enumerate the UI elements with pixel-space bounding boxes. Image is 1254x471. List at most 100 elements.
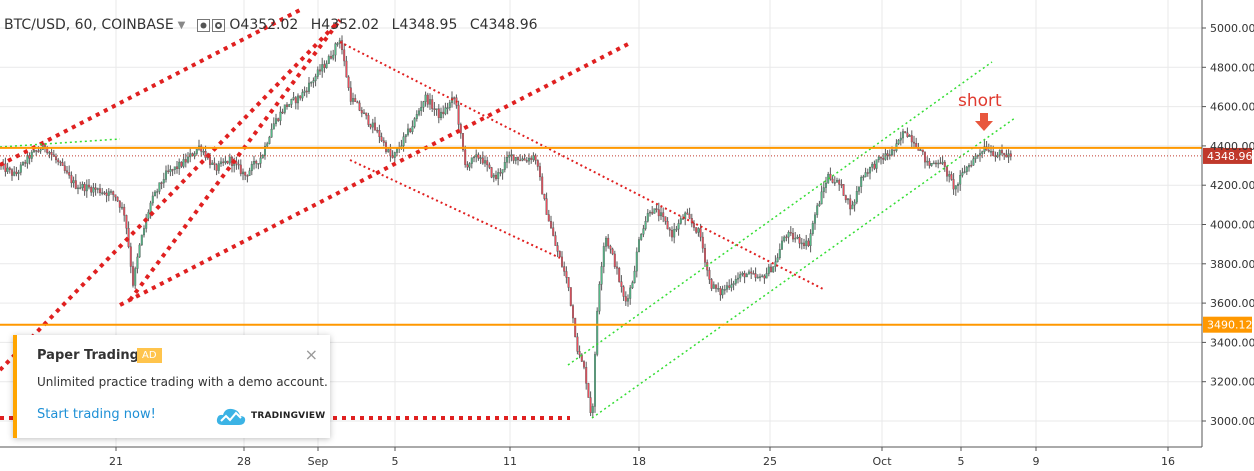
candle: [411, 120, 414, 135]
candle-body: [882, 157, 885, 160]
candle-body: [193, 153, 196, 157]
candle-body: [939, 162, 942, 165]
candle-body: [607, 237, 610, 247]
candle-body: [131, 266, 134, 286]
candle: [822, 181, 825, 199]
candle-body: [624, 296, 627, 302]
candle-body: [217, 163, 220, 171]
brand-text: TRADINGVIEW: [251, 411, 326, 421]
candle: [943, 160, 946, 172]
candle-body: [913, 141, 916, 144]
candle-body: [448, 102, 451, 108]
candle-body: [915, 143, 918, 148]
time-axis[interactable]: 21 28 Sep 5 11 18 25 Oct 5 9 16: [0, 446, 1202, 468]
candle: [153, 190, 156, 197]
candle: [580, 353, 583, 362]
candle-body: [409, 128, 412, 133]
candle-body: [292, 97, 295, 100]
candle: [814, 212, 817, 230]
candle-body: [26, 155, 29, 164]
red-trend-line: [128, 18, 342, 302]
close-icon[interactable]: ×: [304, 345, 318, 364]
candle-body: [708, 269, 711, 280]
candle-body: [72, 180, 75, 184]
candle-body: [83, 184, 86, 192]
candle-body: [800, 242, 803, 245]
candle: [660, 206, 663, 220]
candle: [635, 247, 638, 278]
candle-body: [8, 167, 11, 170]
candle-body: [919, 149, 922, 152]
candle-body: [686, 212, 689, 215]
candle-body: [429, 99, 432, 105]
candle-body: [37, 150, 40, 153]
candle-body: [120, 206, 123, 209]
candle-body: [248, 170, 251, 176]
candle-body: [468, 163, 471, 168]
candle: [74, 174, 77, 190]
candle: [686, 208, 689, 215]
candle-body: [877, 156, 880, 160]
candle: [94, 183, 97, 196]
candle: [664, 216, 667, 225]
price-tick-label: 3400.00: [1210, 336, 1254, 349]
settings-icon[interactable]: [212, 18, 226, 32]
chevron-down-icon[interactable]: ▼: [177, 19, 186, 31]
candle-body: [332, 54, 335, 59]
candle-body: [904, 131, 907, 134]
price-axis[interactable]: 5000.00 4800.00 4600.00 4400.00 4200.00 4000.…: [1201, 0, 1254, 447]
price-badge-label: 4348.96: [1207, 150, 1253, 163]
candle-body: [855, 191, 858, 203]
candle: [327, 54, 330, 65]
start-trading-link[interactable]: Start trading now!: [37, 407, 156, 422]
candle-body: [228, 156, 231, 164]
candle-body: [567, 277, 570, 288]
candle-body: [908, 135, 911, 137]
candle: [809, 229, 812, 253]
candle: [178, 158, 181, 175]
candle-body: [613, 253, 616, 268]
candle: [268, 135, 271, 145]
candle: [596, 307, 599, 357]
candle: [904, 131, 907, 134]
candle-body: [787, 232, 790, 238]
candle-body: [541, 176, 544, 195]
candle-body: [387, 149, 390, 152]
candle: [55, 153, 58, 164]
candle: [644, 216, 647, 231]
candle: [224, 156, 227, 165]
candle: [4, 157, 7, 177]
candle-body: [431, 99, 434, 109]
candle-body: [963, 171, 966, 173]
candle: [818, 200, 821, 207]
candle: [748, 269, 751, 275]
candle: [957, 182, 960, 193]
eye-icon[interactable]: [197, 18, 211, 32]
candle-body: [6, 167, 9, 172]
candle: [948, 170, 951, 183]
candle-body: [653, 208, 656, 214]
candle: [688, 207, 691, 219]
candle: [433, 101, 436, 116]
symbol-title[interactable]: BTC/USD, 60, COINBASE: [4, 17, 174, 33]
candle-body: [464, 149, 467, 165]
candle-body: [761, 275, 764, 278]
candle: [866, 168, 869, 177]
candle: [459, 122, 462, 139]
candle-body: [35, 150, 38, 152]
candle-body: [961, 172, 964, 176]
candle-body: [415, 114, 418, 119]
candle: [48, 150, 51, 159]
candle-body: [842, 184, 845, 196]
candle: [393, 151, 396, 163]
candle: [781, 236, 784, 250]
cloud-icon: [216, 408, 246, 425]
candle-body: [114, 194, 117, 198]
candle: [585, 361, 588, 390]
candle-body: [374, 122, 377, 131]
candle-body: [184, 159, 187, 163]
candle-body: [638, 239, 641, 253]
candle-body: [497, 172, 500, 179]
red-trend-line: [349, 159, 561, 259]
